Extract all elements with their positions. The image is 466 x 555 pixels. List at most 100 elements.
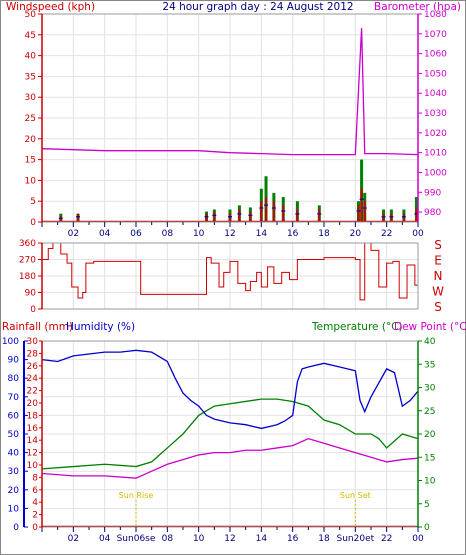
wind-bar bbox=[402, 213, 405, 222]
wind-bar bbox=[77, 213, 80, 222]
wind-avg-mark bbox=[356, 210, 361, 212]
wind-bar bbox=[296, 209, 299, 222]
humidity-tick-label: 90 bbox=[8, 356, 20, 366]
barometer-tick-label: 1050 bbox=[424, 69, 447, 79]
wind-time-label: 00 bbox=[412, 229, 424, 239]
wind-avg-mark bbox=[237, 213, 242, 215]
barometer-tick-label: 1070 bbox=[424, 30, 447, 40]
wind-avg-mark bbox=[317, 213, 322, 215]
wind-grid bbox=[42, 13, 418, 223]
climate-time-label: 04 bbox=[99, 534, 111, 544]
wind-avg-mark bbox=[381, 216, 386, 218]
climate-time-label: Sun20et bbox=[337, 534, 375, 544]
compass-label: W bbox=[432, 285, 444, 299]
wind-tick-label: 35 bbox=[25, 72, 36, 82]
rainfall-tick-label: 8 bbox=[32, 473, 38, 483]
wind-avg-mark bbox=[204, 216, 209, 218]
wind-tick-label: 25 bbox=[25, 114, 36, 124]
temperature-line bbox=[41, 398, 419, 470]
climate-time-label: 14 bbox=[256, 534, 268, 544]
rainfall-tick-label: 30 bbox=[27, 337, 39, 347]
humidity-tick-label: 100 bbox=[2, 337, 19, 347]
wind-bar bbox=[282, 205, 285, 222]
rainfall-axis-title: Rainfall (mm) bbox=[2, 321, 73, 333]
wind-time-label: 04 bbox=[99, 229, 111, 239]
page-title: 24 hour graph day : 24 August 2012 bbox=[162, 1, 353, 13]
wind-bar bbox=[363, 201, 366, 222]
direction-tick-label: 360 bbox=[19, 239, 36, 249]
temperature-tick-label: 10 bbox=[424, 477, 436, 487]
rainfall-tick-label: 2 bbox=[32, 511, 38, 521]
direction-left-ticks: 360 270 180 90 0 bbox=[19, 239, 42, 315]
climate-time-label: 22 bbox=[381, 534, 392, 544]
wind-time-axis: 02 04 06 08 10 12 14 16 18 20 22 00 bbox=[41, 222, 424, 239]
wind-bar bbox=[272, 201, 275, 222]
wind-bar bbox=[357, 205, 360, 222]
wind-bar bbox=[205, 213, 208, 222]
wind-tick-label: 50 bbox=[25, 10, 37, 20]
temperature-tick-label: 35 bbox=[424, 360, 435, 370]
climate-time-label: 18 bbox=[318, 534, 330, 544]
wind-time-label: 20 bbox=[350, 229, 362, 239]
temperature-tick-label: 20 bbox=[424, 430, 436, 440]
wind-bar bbox=[260, 201, 263, 222]
humidity-tick-label: 60 bbox=[8, 411, 20, 421]
wind-tick-label: 15 bbox=[25, 156, 36, 166]
wind-tick-label: 40 bbox=[25, 52, 37, 62]
wind-time-label: 22 bbox=[381, 229, 392, 239]
wind-time-label: 06 bbox=[130, 229, 142, 239]
wind-bar bbox=[318, 209, 321, 222]
wind-avg-mark bbox=[259, 207, 264, 209]
humidity-axis-title: Humidity (%) bbox=[66, 321, 135, 333]
temperature-tick-label: 25 bbox=[424, 407, 435, 417]
wind-time-label: 08 bbox=[162, 229, 174, 239]
climate-time-label: 12 bbox=[224, 534, 235, 544]
rainfall-tick-label: 10 bbox=[27, 461, 39, 471]
sunset-label: Sun Set bbox=[340, 491, 371, 500]
wind-tick-label: 10 bbox=[25, 176, 37, 186]
wind-avg-mark bbox=[359, 198, 364, 200]
wind-avg-mark bbox=[264, 204, 269, 206]
wind-avg-mark bbox=[271, 207, 276, 209]
humidity-tick-label: 80 bbox=[8, 374, 20, 384]
barometer-tick-label: 1040 bbox=[424, 89, 447, 99]
barometer-tick-label: 1000 bbox=[424, 168, 447, 178]
wind-time-label: 12 bbox=[224, 229, 235, 239]
climate-time-label: 02 bbox=[68, 534, 79, 544]
humidity-line bbox=[41, 349, 419, 430]
direction-tick-label: 180 bbox=[19, 272, 36, 282]
wind-avg-mark bbox=[281, 210, 286, 212]
wind-avg-mark bbox=[212, 214, 217, 216]
barometer-tick-label: 1080 bbox=[424, 10, 447, 20]
dewpoint-axis-title: Dew Point (°C) bbox=[394, 321, 466, 333]
compass-label: E bbox=[434, 254, 442, 268]
wind-bar bbox=[229, 213, 231, 222]
humidity-tick-label: 10 bbox=[8, 504, 20, 514]
rainfall-tick-label: 24 bbox=[27, 374, 39, 384]
rainfall-tick-label: 4 bbox=[32, 498, 38, 508]
wind-avg-mark bbox=[248, 214, 253, 216]
temperature-tick-label: 30 bbox=[424, 384, 436, 394]
wind-bar bbox=[213, 211, 216, 222]
wind-tick-label: 0 bbox=[30, 218, 36, 228]
compass-label: S bbox=[434, 300, 442, 314]
rainfall-tick-label: 16 bbox=[27, 424, 39, 434]
wind-avg-mark bbox=[58, 217, 63, 219]
compass-label: N bbox=[434, 269, 443, 283]
barometer-axis-title: Barometer (hpa) bbox=[374, 1, 461, 13]
climate-time-label: 10 bbox=[193, 534, 205, 544]
rainfall-tick-label: 26 bbox=[27, 362, 39, 372]
climate-time-label: Sun06se bbox=[117, 534, 156, 544]
rainfall-tick-label: 12 bbox=[27, 449, 38, 459]
sun-markers: Sun Rise Sun Set bbox=[119, 491, 371, 527]
humidity-tick-label: 50 bbox=[8, 430, 20, 440]
sunrise-label: Sun Rise bbox=[119, 491, 154, 500]
wind-bar bbox=[265, 197, 268, 222]
temperature-tick-label: 5 bbox=[424, 500, 430, 510]
